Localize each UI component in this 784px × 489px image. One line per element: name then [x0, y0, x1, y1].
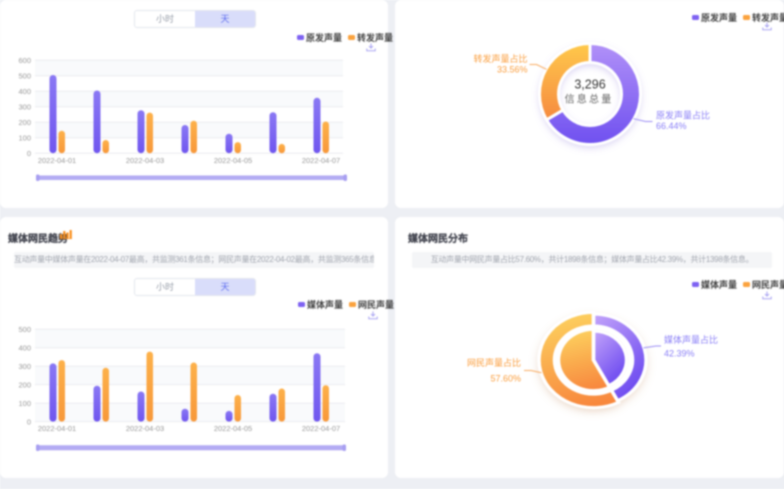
- svg-text:66.44%: 66.44%: [656, 121, 687, 131]
- svg-text:500: 500: [18, 72, 31, 81]
- svg-text:300: 300: [18, 362, 31, 371]
- svg-text:2022-04-05: 2022-04-05: [214, 156, 252, 165]
- svg-text:2022-04-05: 2022-04-05: [214, 424, 252, 433]
- svg-text:3,296: 3,296: [574, 78, 605, 92]
- svg-text:2022-04-07: 2022-04-07: [302, 156, 340, 165]
- svg-text:信息总量: 信息总量: [565, 93, 614, 106]
- svg-text:2022-04-03: 2022-04-03: [126, 424, 164, 433]
- svg-text:42.39%: 42.39%: [664, 349, 695, 359]
- svg-text:200: 200: [18, 380, 31, 389]
- svg-text:200: 200: [18, 118, 31, 127]
- svg-text:2022-04-01: 2022-04-01: [38, 424, 76, 433]
- svg-text:2022-04-07: 2022-04-07: [302, 424, 340, 433]
- svg-text:0: 0: [27, 149, 31, 158]
- svg-text:原发声量占比: 原发声量占比: [656, 110, 710, 121]
- svg-text:57.60%: 57.60%: [490, 374, 521, 384]
- svg-text:33.56%: 33.56%: [497, 65, 528, 75]
- svg-text:网民声量占比: 网民声量占比: [467, 357, 521, 368]
- svg-text:500: 500: [18, 325, 31, 334]
- svg-text:2022-04-03: 2022-04-03: [126, 156, 164, 165]
- svg-text:转发声量占比: 转发声量占比: [473, 53, 527, 64]
- svg-text:300: 300: [18, 103, 31, 112]
- svg-text:400: 400: [18, 87, 31, 96]
- svg-text:媒体声量占比: 媒体声量占比: [664, 334, 718, 345]
- svg-text:100: 100: [18, 399, 31, 408]
- svg-text:400: 400: [18, 343, 31, 352]
- svg-text:2022-04-01: 2022-04-01: [38, 156, 76, 165]
- svg-text:0: 0: [27, 417, 31, 426]
- svg-text:600: 600: [18, 56, 31, 65]
- svg-text:100: 100: [18, 133, 31, 142]
